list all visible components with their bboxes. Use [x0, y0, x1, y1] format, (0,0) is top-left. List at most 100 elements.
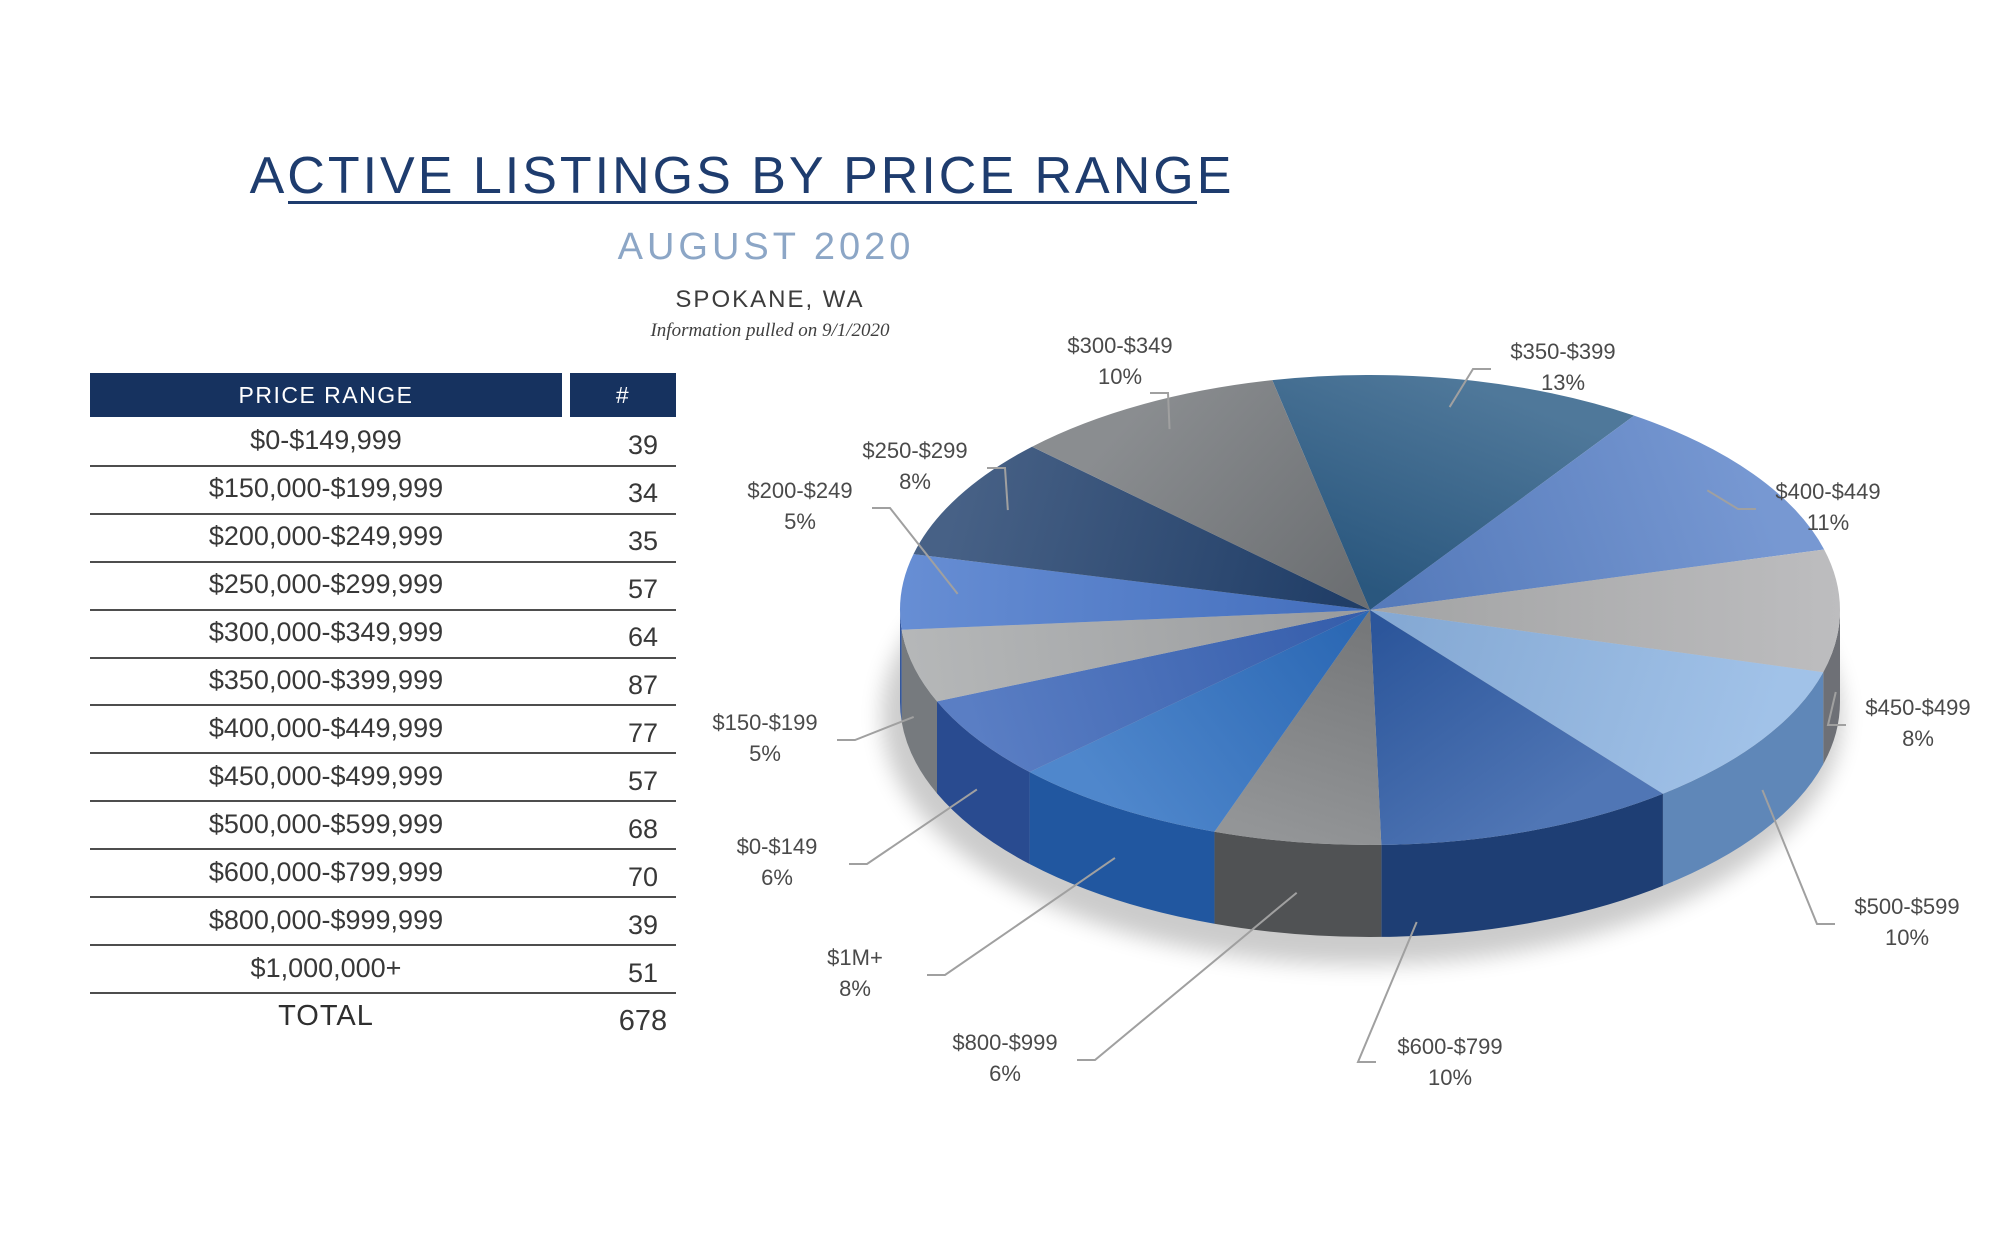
slice-callout-range: $350-$399 — [1510, 339, 1616, 364]
slice-callout-percent: 10% — [1427, 1065, 1473, 1090]
count-cell: 87 — [627, 670, 659, 701]
pie-slice — [1032, 380, 1370, 610]
pie-slice — [1214, 610, 1382, 845]
table-row: $150,000-$199,999 34 — [90, 465, 676, 515]
callout-leader-line — [1448, 368, 1491, 408]
callout-leader-line — [1706, 489, 1756, 510]
slice-callout: $500-$599 10% — [1854, 891, 1959, 953]
callout-leader-line — [837, 715, 915, 741]
slice-callout: $350-$399 13% — [1510, 336, 1615, 398]
pie-slice-side — [900, 610, 902, 722]
slice-callout-percent: 13% — [1540, 370, 1586, 395]
price-range-cell: $800,000-$999,999 — [208, 904, 444, 935]
table-row: $400,000-$449,999 77 — [90, 705, 676, 755]
callout-leader-line — [927, 857, 1116, 976]
slice-callout-range: $150-$199 — [712, 710, 818, 735]
slice-callout-percent: 5% — [784, 509, 816, 534]
slice-callout-percent: 5% — [749, 741, 781, 766]
callout-leader-line — [1077, 891, 1298, 1061]
table-header-price-range: PRICE RANGE — [90, 373, 562, 417]
count-cell: 35 — [627, 526, 659, 557]
pie-slice-side — [1214, 831, 1382, 937]
slice-callout: $250-$299 8% — [862, 435, 967, 497]
title-underline — [288, 201, 1197, 204]
callout-leader-line — [1356, 921, 1418, 1063]
count-cell: 68 — [627, 813, 659, 844]
price-range-cell: $250,000-$299,999 — [208, 569, 444, 600]
pie-slice-side — [1662, 672, 1824, 886]
pie-slice — [1370, 610, 1824, 794]
slice-callout: $200-$249 5% — [747, 475, 852, 537]
slice-callout-range: $400-$449 — [1775, 479, 1881, 504]
count-cell: 64 — [627, 622, 659, 653]
callout-leader-line — [1826, 691, 1846, 726]
pie-slice — [913, 446, 1370, 610]
pie-slice-side — [901, 629, 937, 794]
report-month: AUGUST 2020 — [617, 226, 915, 268]
pie-slice — [1272, 375, 1635, 610]
slice-callout-percent: 6% — [761, 865, 793, 890]
count-cell: 39 — [627, 909, 659, 940]
slice-callout-range: $600-$799 — [1397, 1034, 1503, 1059]
price-range-cell: $0-$149,999 — [250, 425, 402, 456]
price-range-cell: $200,000-$249,999 — [208, 521, 444, 552]
slice-callout: $450-$499 8% — [1865, 692, 1970, 754]
table-row: $200,000-$249,999 35 — [90, 513, 676, 563]
slice-callout-range: $300-$349 — [1067, 333, 1173, 358]
price-range-cell: $150,000-$199,999 — [208, 473, 444, 504]
table-row: $500,000-$599,999 68 — [90, 800, 676, 851]
pie-slice-side — [1029, 772, 1215, 924]
count-cell: 39 — [627, 430, 659, 461]
slice-callout-range: $250-$299 — [862, 438, 968, 463]
count-cell: 51 — [627, 957, 659, 988]
table-row: $600,000-$799,999 70 — [90, 848, 676, 899]
pie-slice — [936, 610, 1370, 773]
count-cell: 34 — [627, 478, 659, 509]
callout-leader-line — [872, 507, 959, 595]
callout-leader-line — [1761, 789, 1835, 925]
slice-callout-percent: 10% — [1884, 925, 1930, 950]
slice-callout-percent: 10% — [1097, 364, 1143, 389]
price-range-cell: $400,000-$449,999 — [208, 712, 444, 743]
data-pull-note: Information pulled on 9/1/2020 — [650, 320, 890, 341]
slice-callout: $1M+ 8% — [827, 942, 883, 1004]
count-cell: 57 — [627, 574, 659, 605]
slice-callout-range: $500-$599 — [1854, 894, 1960, 919]
table-row: $250,000-$299,999 57 — [90, 561, 676, 611]
slice-callout-range: $800-$999 — [952, 1030, 1058, 1055]
count-cell: 70 — [627, 861, 659, 892]
total-label: TOTAL — [278, 999, 374, 1032]
price-range-cell: $600,000-$799,999 — [208, 856, 444, 887]
pie-slice — [901, 610, 1370, 702]
price-range-cell: $450,000-$499,999 — [208, 760, 444, 791]
price-range-cell: $500,000-$599,999 — [208, 808, 444, 839]
count-cell: 57 — [627, 765, 659, 796]
price-range-cell: $300,000-$349,999 — [208, 617, 444, 648]
slice-callout-percent: 8% — [839, 976, 871, 1001]
table-row: $350,000-$399,999 87 — [90, 657, 676, 707]
slice-callout: $600-$799 10% — [1397, 1031, 1502, 1093]
pie-slice — [1370, 549, 1840, 673]
slice-callout: $300-$349 10% — [1067, 330, 1172, 392]
price-range-cell: $350,000-$399,999 — [208, 665, 444, 696]
page-title: ACTIVE LISTINGS BY PRICE RANGE — [249, 147, 1235, 205]
pie-slice — [1370, 415, 1825, 610]
pie-slice — [1370, 610, 1663, 845]
total-value: 678 — [618, 1004, 668, 1037]
pie-slice-side — [1381, 793, 1663, 937]
table-header-count: # — [570, 373, 676, 417]
pie-slice — [900, 554, 1370, 630]
slice-callout-range: $200-$249 — [747, 478, 853, 503]
report-location: SPOKANE, WA — [675, 286, 865, 313]
callout-leader-line — [1150, 392, 1171, 430]
table-row: $800,000-$999,999 39 — [90, 896, 676, 947]
slice-callout: $800-$999 6% — [952, 1027, 1057, 1089]
price-range-cell: $1,000,000+ — [250, 952, 402, 983]
table-total-row: TOTAL 678 — [90, 992, 676, 1040]
callout-leader-line — [987, 467, 1009, 511]
table-row: $300,000-$349,999 64 — [90, 609, 676, 659]
pie-slice-side — [936, 701, 1030, 865]
slice-callout-range: $450-$499 — [1865, 695, 1971, 720]
